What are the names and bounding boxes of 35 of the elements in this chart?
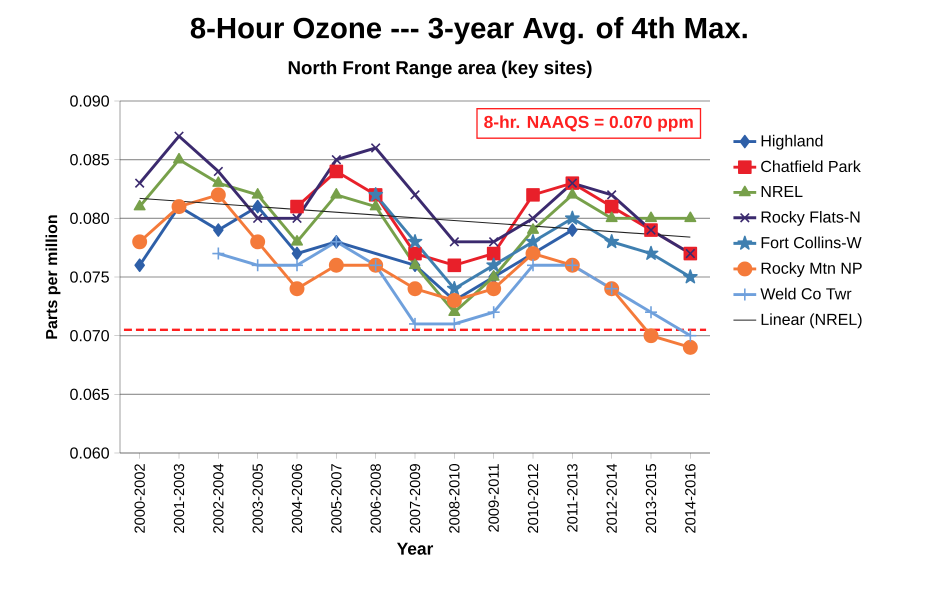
- y-tick-label: 0.065: [70, 388, 109, 400]
- chart-title: 8-Hour Ozone --- 3-year Avg. of 4th Max.: [190, 16, 747, 44]
- x-tick-label: 2000-2002: [134, 464, 145, 533]
- x-tick-label: 2011-2013: [567, 464, 578, 532]
- x-tick-label: 2005-2007: [331, 464, 342, 533]
- legend-label: Chatfield Park: [761, 160, 861, 172]
- legend-label: Weld Co Twr: [760, 288, 852, 300]
- legend-label: Highland: [762, 134, 822, 150]
- y-tick-label: 0.070: [70, 330, 109, 342]
- x-tick-label: 2010-2012: [528, 464, 538, 533]
- legend-label: Rocky Flats-N: [762, 210, 860, 226]
- x-tick-label: 2003-2005: [252, 464, 263, 533]
- y-tick-label: 0.090: [70, 95, 109, 107]
- x-tick-label: 2009-2011: [488, 464, 499, 532]
- legend-label: Fort Collins-W: [762, 236, 862, 248]
- x-tick-label: 2002-2004: [213, 464, 224, 533]
- x-tick-label: 2014-2016: [685, 464, 696, 533]
- x-tick-label: 2007-2009: [410, 464, 420, 533]
- x-tick-label: 2012-2014: [606, 464, 617, 533]
- y-axis-title: Parts per million: [46, 215, 60, 339]
- y-tick-label: 0.075: [70, 271, 109, 283]
- y-tick-label: 0.085: [70, 154, 109, 166]
- x-axis-title: Year: [396, 542, 434, 555]
- annotation: 8-hr. NAAQS = 0.070 ppm: [484, 115, 693, 132]
- y-tick-label: 0.080: [70, 212, 109, 224]
- x-tick-label: 2004-2006: [292, 464, 302, 533]
- x-tick-label: 2013-2015: [646, 464, 656, 533]
- legend-label: Rocky Mtn NP: [762, 262, 862, 278]
- x-tick-label: 2001-2003: [174, 464, 184, 533]
- x-tick-label: 2008-2010: [449, 464, 460, 533]
- x-tick-label: 2006-2008: [370, 464, 381, 533]
- legend-label: Linear (NREL): [762, 313, 862, 328]
- legend-label: NREL: [762, 186, 802, 197]
- y-tick-label: 0.060: [70, 447, 109, 459]
- chart-subtitle: North Front Range area (key sites): [288, 60, 592, 78]
